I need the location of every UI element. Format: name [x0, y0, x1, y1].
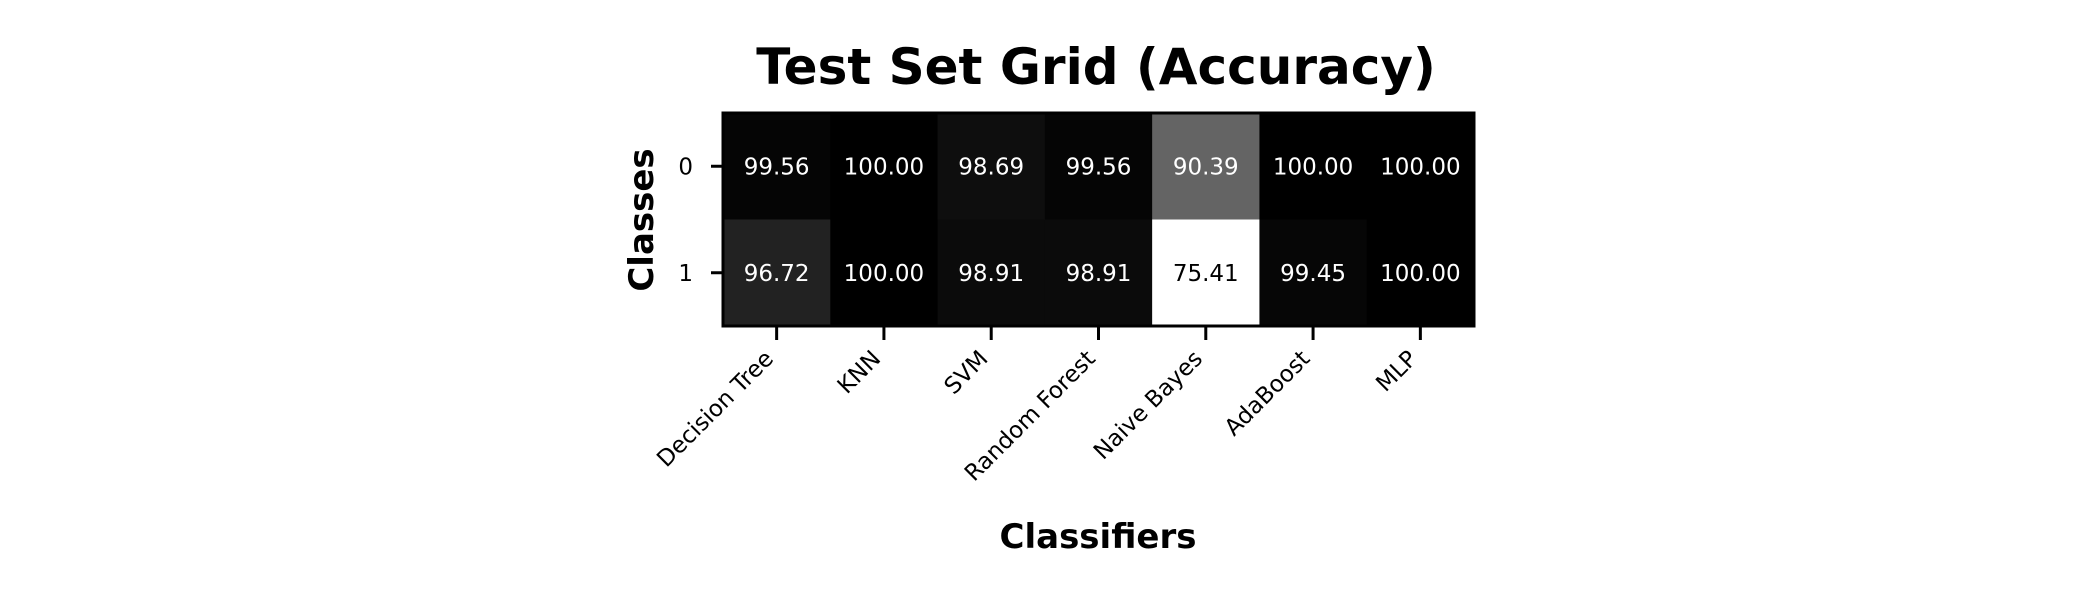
y-tick-label: 0 [678, 154, 693, 180]
x-tick-label: Decision Tree [652, 346, 779, 473]
heatmap-cell-value-label: 100.00 [844, 261, 924, 287]
heatmap-cells [723, 113, 1475, 327]
x-axis-label: Classifiers [1000, 517, 1197, 557]
heatmap-cell-value-label: 100.00 [844, 154, 924, 180]
heatmap-cell-value-label: 99.56 [744, 154, 810, 180]
y-tick-label: 1 [678, 261, 693, 287]
y-axis-ticks: 01 [678, 154, 723, 287]
heatmap-cell-value-label: 75.41 [1173, 261, 1239, 287]
heatmap-cell-value-label: 100.00 [1380, 154, 1460, 180]
x-tick-label: KNN [833, 346, 886, 399]
heatmap-cell-value-label: 98.91 [1066, 261, 1132, 287]
heatmap-cell-value-label: 98.69 [958, 154, 1024, 180]
heatmap-cell-value-label: 96.72 [744, 261, 810, 287]
heatmap-cell-value-label: 100.00 [1273, 154, 1353, 180]
heatmap-cell-value-label: 98.91 [958, 261, 1024, 287]
x-tick-label: Naive Bayes [1089, 346, 1208, 465]
heatmap-cell-value-label: 99.45 [1280, 261, 1346, 287]
heatmap-cell-value-label: 90.39 [1173, 154, 1239, 180]
x-tick-label: MLP [1371, 346, 1422, 397]
heatmap-cell-value-label: 100.00 [1380, 261, 1460, 287]
chart-title: Test Set Grid (Accuracy) [756, 38, 1436, 96]
x-tick-label: AdaBoost [1220, 346, 1315, 441]
y-axis-label: Classes [622, 148, 662, 291]
heatmap-cell-value-label: 99.56 [1066, 154, 1132, 180]
x-tick-label: SVM [940, 346, 994, 400]
